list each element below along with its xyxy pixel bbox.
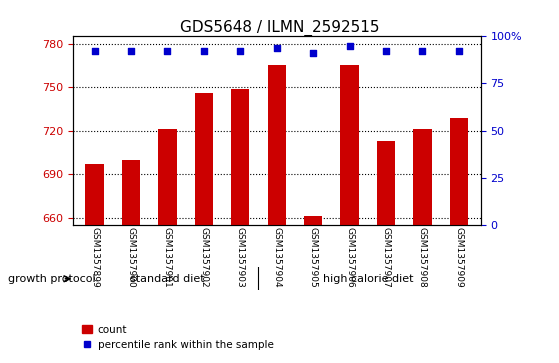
Text: standard diet: standard diet [130,274,205,284]
Point [454,49,463,54]
Text: GSM1357909: GSM1357909 [454,227,463,288]
Bar [450,118,468,225]
Point [126,49,135,54]
Point [200,49,209,54]
Point [90,49,99,54]
Text: GSM1357904: GSM1357904 [272,227,281,288]
Text: GDS5648 / ILMN_2592515: GDS5648 / ILMN_2592515 [180,20,379,36]
Point [236,49,245,54]
Text: GSM1357905: GSM1357905 [309,227,318,288]
Text: GSM1357908: GSM1357908 [418,227,427,288]
Text: growth protocol: growth protocol [8,274,96,284]
Point [272,45,281,50]
Text: GSM1357900: GSM1357900 [126,227,135,288]
Text: GSM1357906: GSM1357906 [345,227,354,288]
Point [163,49,172,54]
Text: GSM1357907: GSM1357907 [381,227,391,288]
Bar [340,65,359,225]
Bar [122,160,140,225]
Bar [377,141,395,225]
Text: GSM1357899: GSM1357899 [90,227,99,288]
Point [309,50,318,56]
Bar [195,93,213,225]
Text: GSM1357901: GSM1357901 [163,227,172,288]
Bar [231,89,249,225]
Bar [86,164,103,225]
Bar [268,65,286,225]
Text: GSM1357903: GSM1357903 [236,227,245,288]
Legend: count, percentile rank within the sample: count, percentile rank within the sample [78,321,278,354]
Point [418,49,427,54]
Bar [413,129,432,225]
Point [345,43,354,49]
Bar [304,216,322,225]
Point [382,49,391,54]
Text: high calorie diet: high calorie diet [323,274,413,284]
Text: GSM1357902: GSM1357902 [200,227,209,288]
Bar [158,129,177,225]
